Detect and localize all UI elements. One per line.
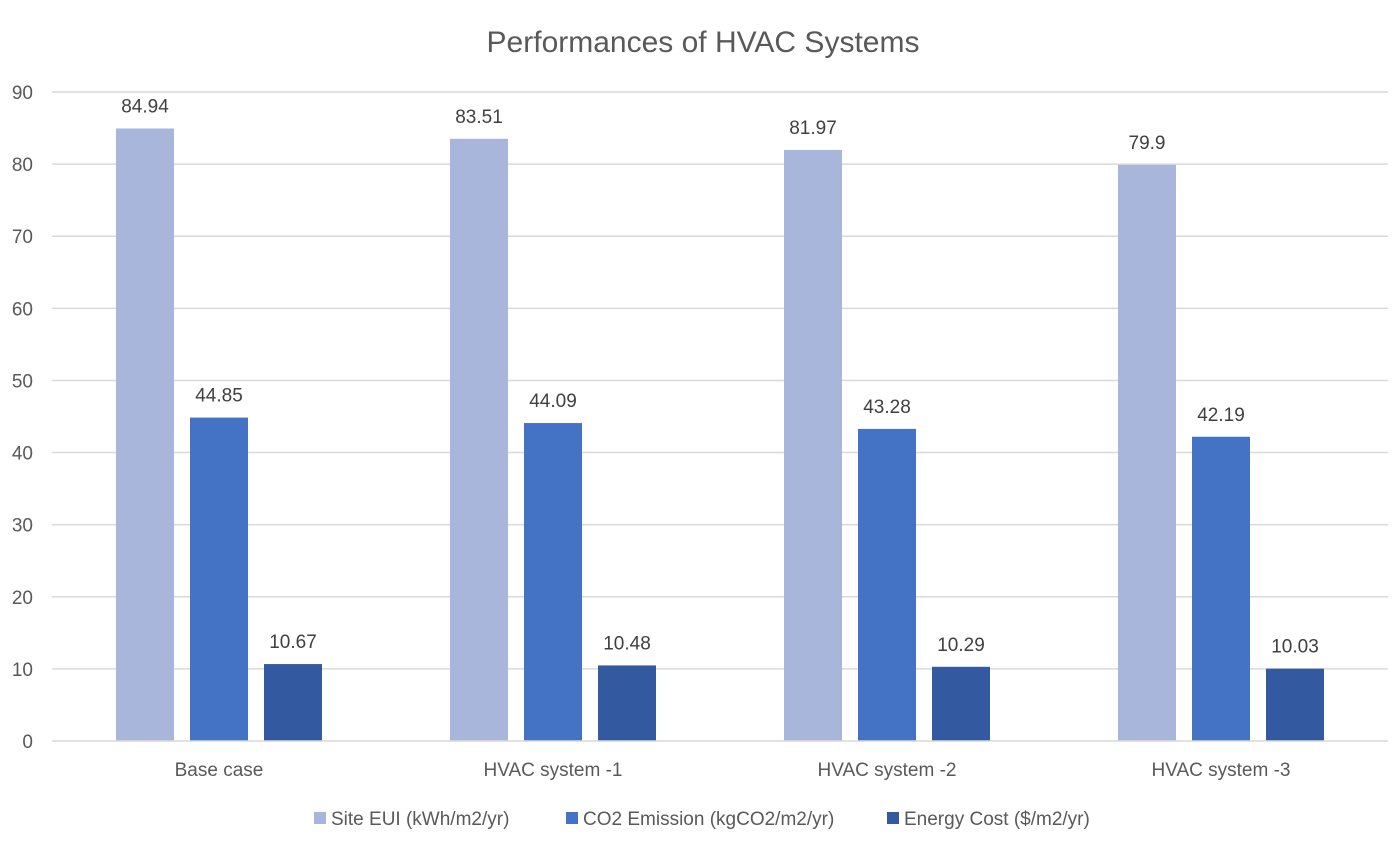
bars (116, 128, 1324, 742)
bar-2-3[interactable] (858, 428, 916, 741)
chart-title: Performances of HVAC Systems (487, 26, 920, 59)
x-axis-tick-labels: Base case HVAC system -1 HVAC system -2 HVA… (175, 760, 1291, 781)
legend-item[interactable]: CO2 Emission (kgCO2/m2/yr) (566, 809, 834, 830)
data-label: 42.19 (1197, 405, 1245, 426)
data-label: 10.67 (269, 632, 317, 653)
bar-2-4[interactable] (1192, 436, 1250, 741)
x-tick-label: HVAC system -1 (483, 760, 622, 781)
data-labels: 84.94 44.85 10.67 83.51 44.09 10.48 81.97 43.28… (121, 96, 1319, 657)
legend-item[interactable]: Site EUI (kWh/m2/yr) (314, 809, 509, 830)
y-tick-label: 50 (12, 371, 33, 392)
data-label: 10.48 (603, 633, 651, 654)
y-tick-label: 10 (12, 660, 33, 681)
y-tick-label: 90 (12, 83, 33, 104)
bar-1-1[interactable] (116, 128, 174, 741)
legend-label: CO2 Emission (kgCO2/m2/yr) (583, 809, 834, 830)
bar-1-3[interactable] (784, 149, 842, 742)
legend-swatch (887, 812, 899, 824)
data-label: 84.94 (121, 96, 169, 117)
bar-3-4[interactable] (1266, 668, 1324, 741)
bar-1-4[interactable] (1118, 164, 1176, 742)
y-tick-label: 30 (12, 516, 33, 537)
data-label: 10.29 (937, 635, 985, 656)
data-label: 79.9 (1129, 133, 1166, 154)
y-axis-tick-labels: 0 10 20 30 40 50 60 70 80 90 (12, 83, 33, 753)
y-tick-label: 40 (12, 444, 33, 465)
bar-2-2[interactable] (524, 423, 582, 741)
y-tick-label: 20 (12, 588, 33, 609)
legend-label: Site EUI (kWh/m2/yr) (331, 809, 509, 830)
data-label: 44.85 (195, 386, 243, 407)
legend[interactable]: Site EUI (kWh/m2/yr) CO2 Emission (kgCO2/… (314, 809, 1090, 830)
bar-2-1[interactable] (190, 417, 248, 741)
bar-1-2[interactable] (450, 138, 508, 741)
y-tick-label: 0 (22, 732, 33, 753)
legend-swatch (314, 812, 326, 824)
gridlines (52, 91, 1388, 670)
data-label: 43.28 (863, 397, 911, 418)
x-tick-label: HVAC system -2 (817, 760, 956, 781)
data-label: 10.03 (1271, 637, 1319, 658)
legend-swatch (566, 812, 578, 824)
data-label: 44.09 (529, 391, 577, 412)
data-label: 83.51 (455, 107, 503, 128)
bar-3-2[interactable] (598, 665, 656, 741)
x-tick-label: HVAC system -3 (1151, 760, 1290, 781)
x-tick-label: Base case (175, 760, 264, 781)
data-label: 81.97 (789, 118, 837, 139)
y-tick-label: 70 (12, 227, 33, 248)
bar-3-1[interactable] (264, 664, 322, 741)
y-tick-label: 80 (12, 155, 33, 176)
y-tick-label: 60 (12, 299, 33, 320)
legend-item[interactable]: Energy Cost ($/m2/yr) (887, 809, 1090, 830)
legend-label: Energy Cost ($/m2/yr) (904, 809, 1090, 830)
bar-3-3[interactable] (932, 666, 990, 741)
